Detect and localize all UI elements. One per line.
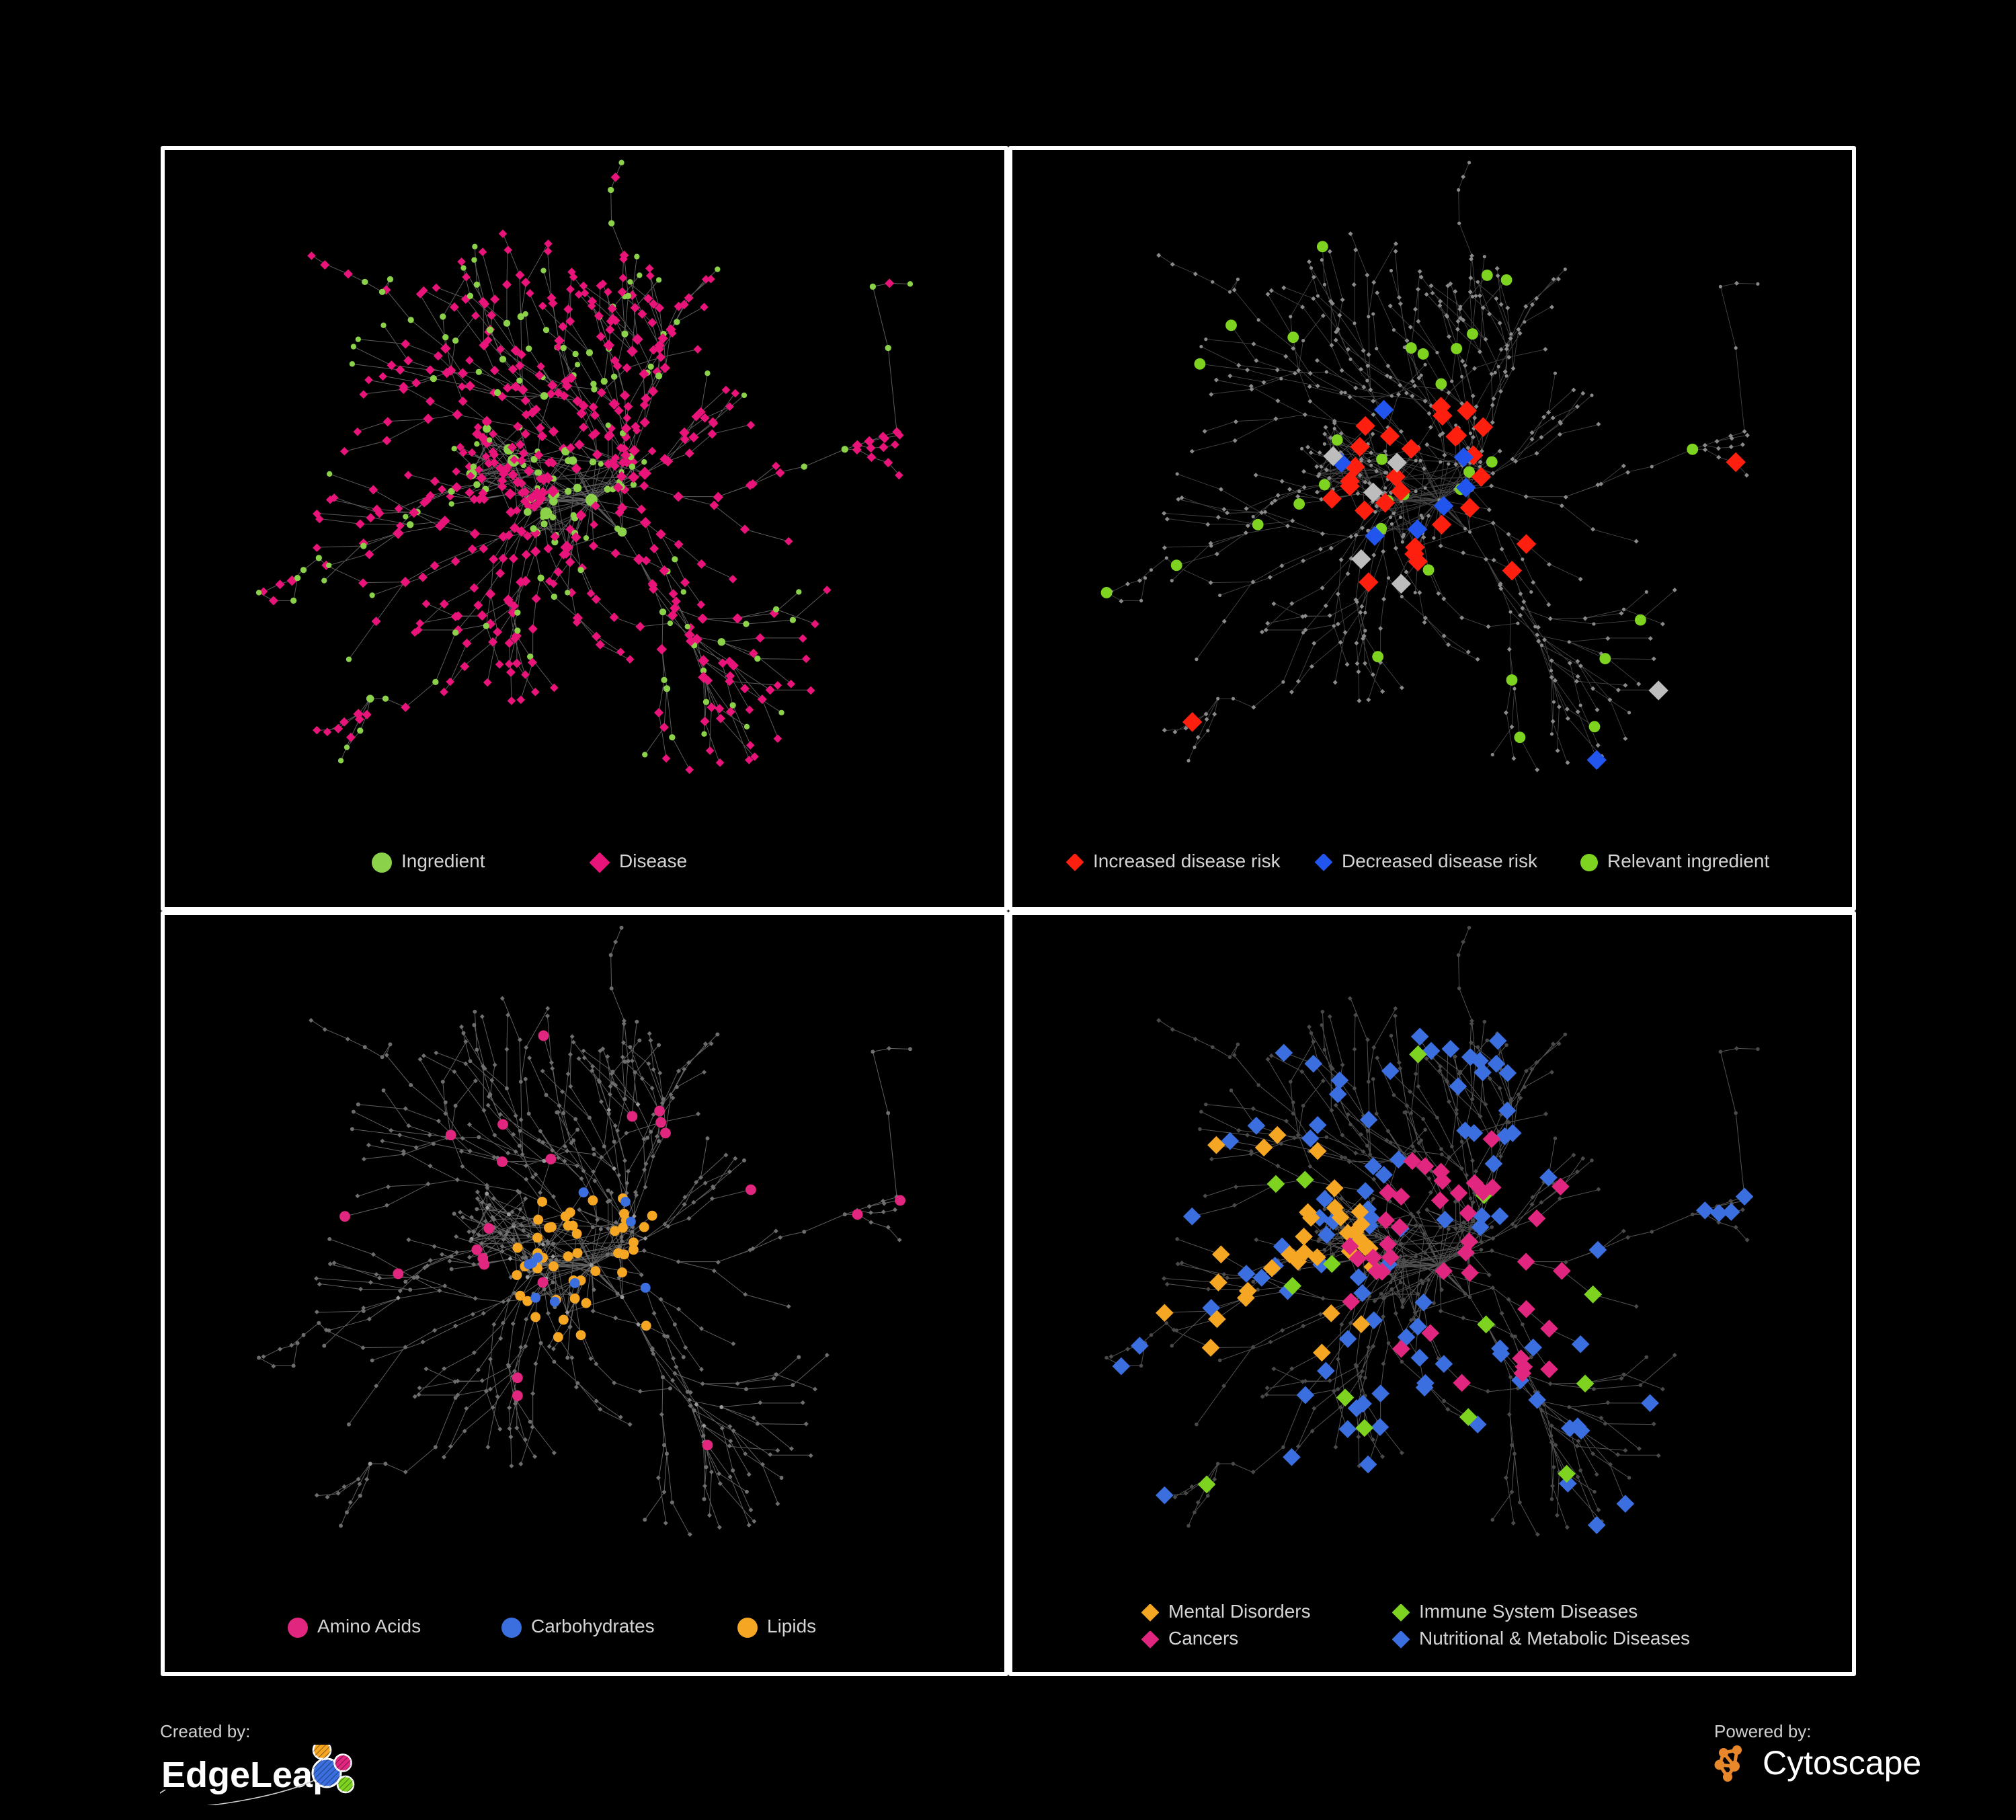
svg-text:EdgeLeap: EdgeLeap [161, 1755, 335, 1795]
